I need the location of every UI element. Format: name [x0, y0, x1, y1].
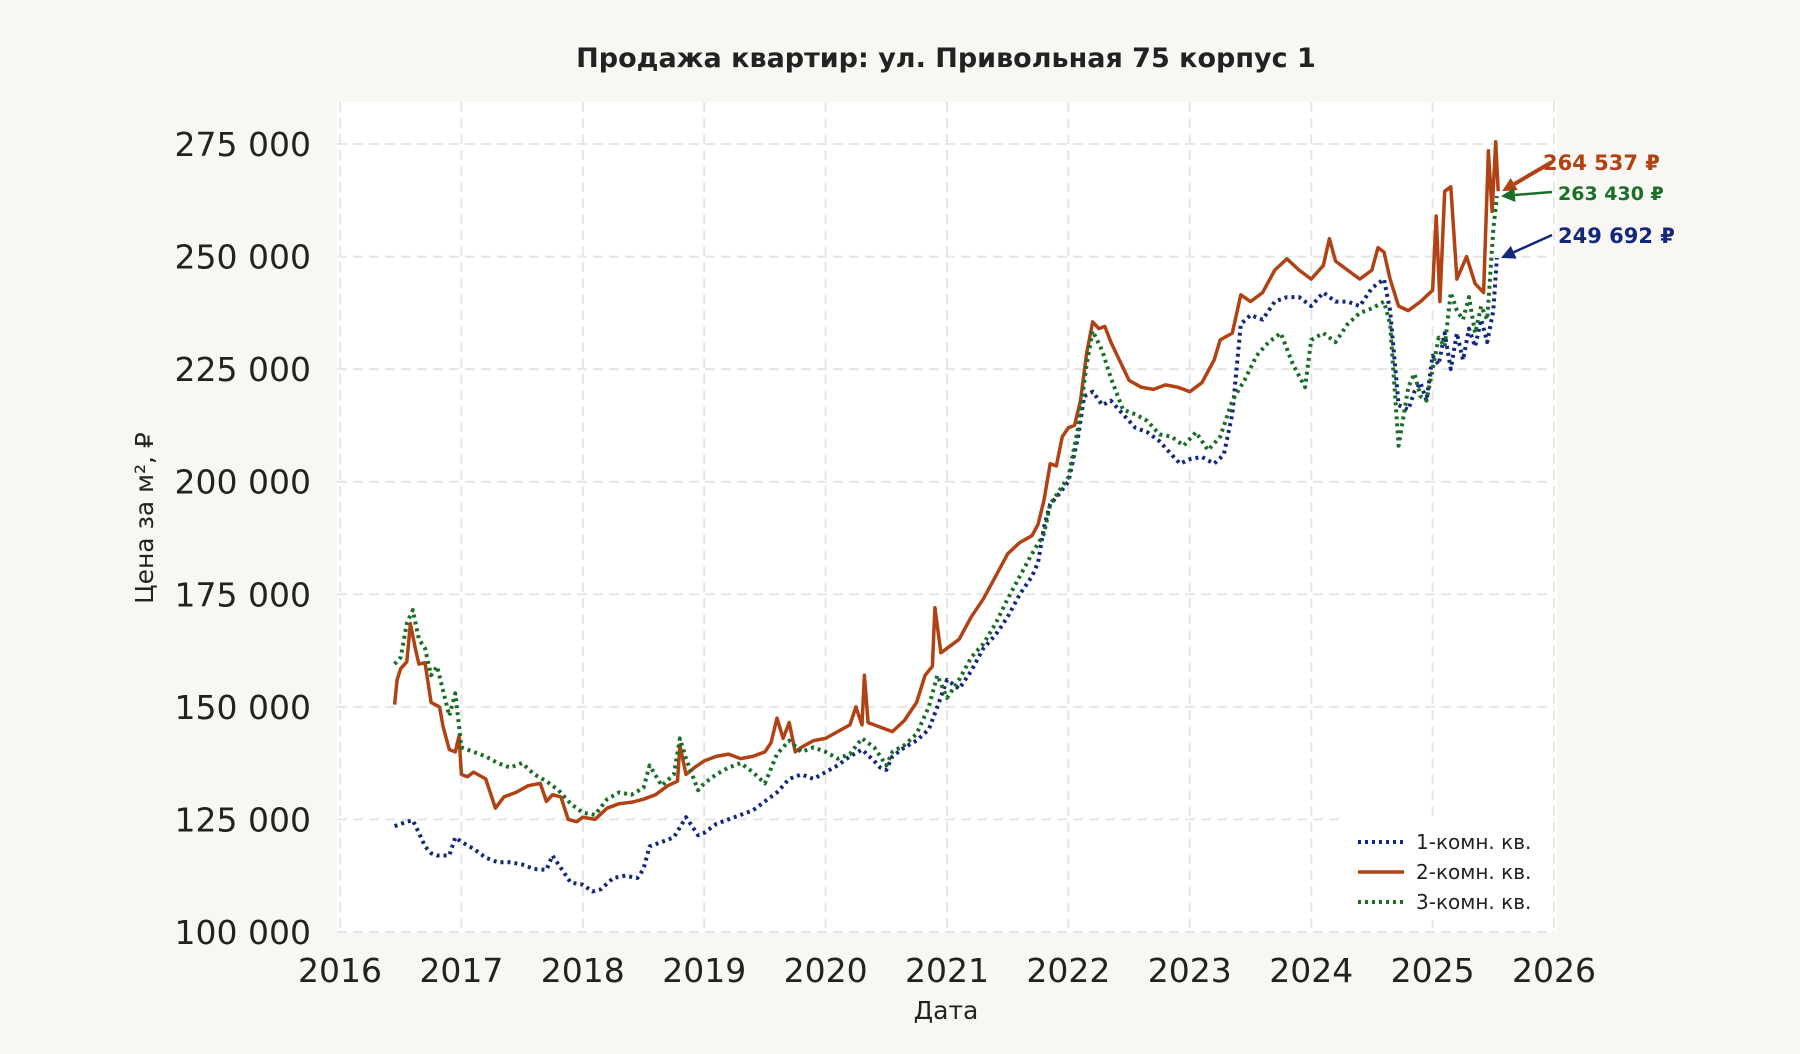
x-tick-label: 2019: [662, 951, 746, 990]
chart-title: Продажа квартир: ул. Привольная 75 корпу…: [576, 43, 1316, 74]
y-tick-label: 100 000: [175, 913, 311, 952]
x-tick-label: 2016: [298, 951, 382, 990]
x-tick-label: 2018: [541, 951, 625, 990]
y-tick-label: 125 000: [175, 800, 311, 839]
legend-label: 3-комн. кв.: [1416, 890, 1531, 914]
x-tick-label: 2024: [1269, 951, 1353, 990]
annotation-label: 263 430 ₽: [1558, 183, 1664, 205]
annotation-arrowhead: [1500, 245, 1517, 259]
annotation-arrow: [1513, 233, 1553, 254]
y-tick-label: 150 000: [175, 688, 311, 727]
grid-lines: [337, 102, 1555, 933]
series-line-2: [392, 139, 1500, 824]
x-tick-label: 2021: [905, 951, 989, 990]
x-tick-label: 2023: [1148, 951, 1232, 990]
y-tick-label: 275 000: [175, 125, 311, 164]
annotation-arrowhead: [1500, 188, 1516, 202]
x-tick-label: 2025: [1391, 951, 1475, 990]
legend-box: [1342, 818, 1550, 920]
x-tick-label: 2022: [1026, 951, 1110, 990]
annotation-arrow: [1513, 160, 1554, 186]
y-tick-label: 175 000: [175, 575, 311, 614]
series-line-1: [393, 257, 1499, 894]
legend-label: 1-комн. кв.: [1416, 830, 1531, 854]
legend-label: 2-комн. кв.: [1416, 860, 1531, 884]
legend: 1-комн. кв. 2-комн. кв. 3-комн. кв.: [1342, 818, 1550, 920]
x-tick-label: 2020: [784, 951, 868, 990]
last-value-annotations: 264 537 ₽ 263 430 ₽ 249 692 ₽: [1500, 151, 1675, 259]
series-lines: [392, 139, 1500, 894]
y-tick-label: 200 000: [175, 463, 311, 502]
annotation-arrow: [1514, 190, 1553, 197]
axes: 2016 2017 2018 2019 2020 2021 2022 2023 2024 2025…: [175, 125, 1596, 990]
annotation-label: 264 537 ₽: [1543, 151, 1660, 175]
x-tick-label: 2017: [419, 951, 503, 990]
y-tick-label: 250 000: [175, 238, 311, 277]
x-axis-label: Дата: [914, 996, 979, 1025]
annotation-label: 249 692 ₽: [1558, 224, 1675, 248]
y-axis-label: Цена за м², ₽: [130, 432, 159, 604]
annotation-arrowhead: [1502, 178, 1518, 192]
x-tick-label: 2026: [1512, 951, 1596, 990]
y-tick-label: 225 000: [175, 350, 311, 389]
